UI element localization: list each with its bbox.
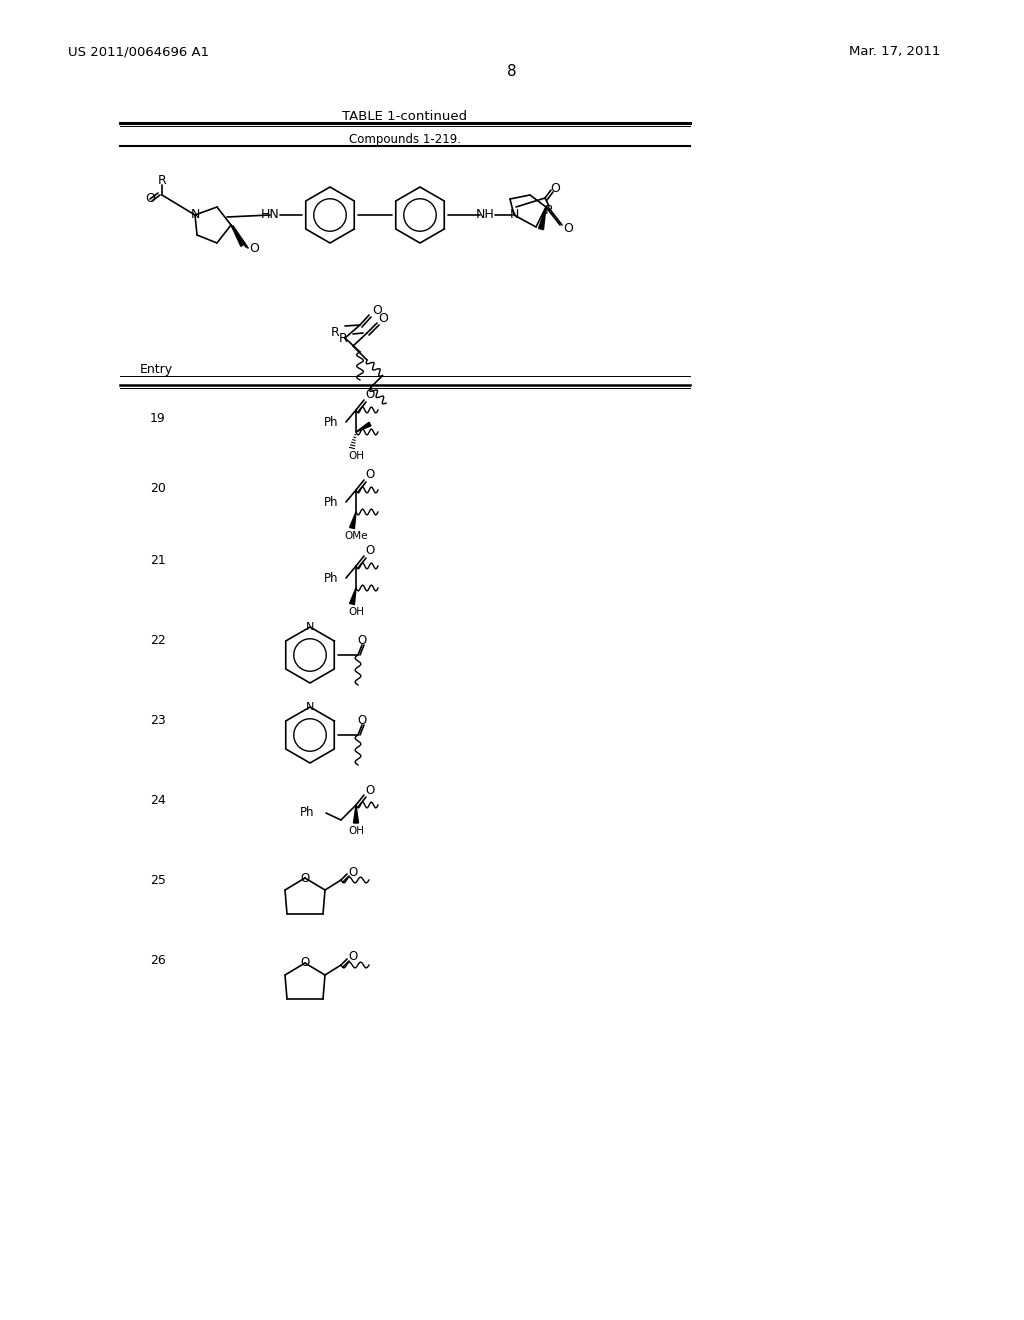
Text: TABLE 1-continued: TABLE 1-continued (342, 110, 468, 123)
Text: OH: OH (348, 826, 364, 836)
Text: R: R (545, 203, 553, 216)
Text: 23: 23 (150, 714, 166, 726)
Text: 25: 25 (150, 874, 166, 887)
Text: 24: 24 (150, 793, 166, 807)
Polygon shape (231, 224, 245, 247)
Text: O: O (563, 223, 573, 235)
Text: O: O (378, 312, 388, 325)
Text: O: O (300, 871, 309, 884)
Text: O: O (348, 950, 357, 964)
Text: US 2011/0064696 A1: US 2011/0064696 A1 (68, 45, 209, 58)
Polygon shape (349, 512, 356, 528)
Text: O: O (366, 469, 375, 482)
Text: O: O (348, 866, 357, 879)
Text: Compounds 1-219.: Compounds 1-219. (349, 132, 461, 145)
Text: Ph: Ph (324, 495, 338, 508)
Text: O: O (366, 388, 375, 401)
Polygon shape (353, 805, 358, 822)
Text: O: O (249, 243, 259, 256)
Text: Ph: Ph (324, 416, 338, 429)
Text: Entry: Entry (140, 363, 173, 376)
Text: OH: OH (348, 607, 364, 616)
Text: O: O (145, 193, 155, 206)
Polygon shape (356, 422, 371, 432)
Text: OMe: OMe (344, 531, 368, 541)
Text: R: R (331, 326, 339, 339)
Text: 20: 20 (150, 482, 166, 495)
Text: 8: 8 (507, 65, 517, 79)
Text: Ph: Ph (299, 807, 314, 820)
Text: 22: 22 (150, 634, 166, 647)
Text: N: N (190, 209, 200, 222)
Text: O: O (366, 784, 375, 796)
Polygon shape (539, 207, 546, 230)
Text: Mar. 17, 2011: Mar. 17, 2011 (849, 45, 940, 58)
Text: R: R (339, 331, 347, 345)
Text: N: N (509, 209, 519, 222)
Text: O: O (366, 544, 375, 557)
Text: N: N (306, 622, 314, 632)
Text: R: R (158, 174, 166, 187)
Text: NH: NH (475, 209, 495, 222)
Text: OH: OH (348, 451, 364, 461)
Text: O: O (300, 957, 309, 969)
Text: 26: 26 (150, 953, 166, 966)
Text: HN: HN (261, 209, 280, 222)
Text: 21: 21 (150, 553, 166, 566)
Text: O: O (357, 635, 367, 648)
Text: N: N (306, 702, 314, 711)
Text: O: O (372, 304, 382, 317)
Text: 19: 19 (150, 412, 166, 425)
Text: O: O (550, 181, 560, 194)
Polygon shape (349, 587, 356, 605)
Text: Ph: Ph (324, 572, 338, 585)
Text: O: O (357, 714, 367, 727)
